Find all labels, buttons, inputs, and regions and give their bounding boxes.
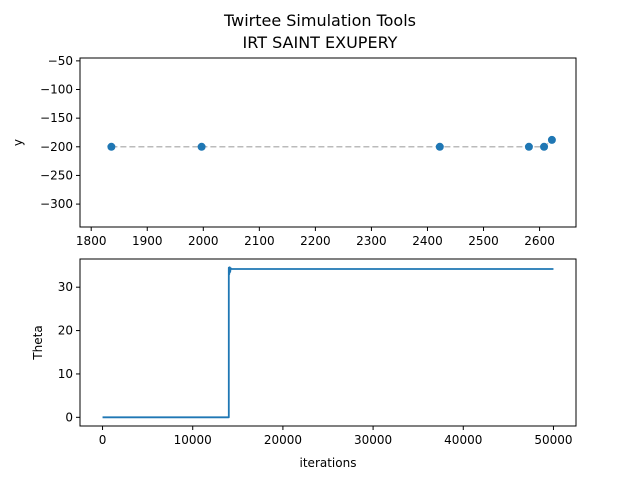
plot-frame: [79, 258, 577, 427]
x-tick-label: 30000: [354, 433, 392, 447]
x-tick-label: 40000: [444, 433, 482, 447]
data-point: [540, 142, 549, 151]
y-tick-label: −300: [40, 197, 73, 211]
y-axis-label: y: [11, 139, 25, 146]
data-point: [107, 142, 116, 151]
x-tick-label: 50000: [534, 433, 572, 447]
series-line: [102, 266, 554, 419]
chart-subtitle: IRT SAINT EXUPERY: [242, 33, 398, 52]
x-tick-label: 2400: [412, 234, 443, 248]
x-tick-label: 2500: [468, 234, 499, 248]
x-tick-label: 2200: [300, 234, 331, 248]
y-tick-label: 10: [58, 367, 73, 381]
data-point: [197, 142, 206, 151]
x-tick-label: 2100: [244, 234, 275, 248]
x-tick-label: 10000: [174, 433, 212, 447]
x-tick-label: 0: [99, 433, 107, 447]
x-tick-label: 2000: [188, 234, 219, 248]
chart-title: Twirtee Simulation Tools: [223, 11, 416, 30]
y-axis-label: Theta: [31, 325, 45, 360]
y-tick-label: −250: [40, 168, 73, 182]
y-tick-label: 0: [65, 410, 73, 424]
x-tick-label: 2600: [524, 234, 555, 248]
y-tick-label: −150: [40, 111, 73, 125]
data-point: [547, 135, 556, 144]
plot-frame: [79, 57, 577, 228]
y-tick-label: 30: [58, 280, 73, 294]
data-point: [435, 142, 444, 151]
x-tick-label: 1900: [132, 234, 163, 248]
x-tick-label: 20000: [264, 433, 302, 447]
y-tick-label: −50: [48, 54, 73, 68]
series-line: [111, 139, 553, 148]
y-tick-label: −100: [40, 83, 73, 97]
x-tick-label: 1800: [76, 234, 107, 248]
x-tick-label: 2300: [356, 234, 387, 248]
y-tick-label: −200: [40, 140, 73, 154]
y-tick-label: 20: [58, 324, 73, 338]
data-point: [524, 142, 533, 151]
x-axis-label: iterations: [300, 456, 357, 470]
